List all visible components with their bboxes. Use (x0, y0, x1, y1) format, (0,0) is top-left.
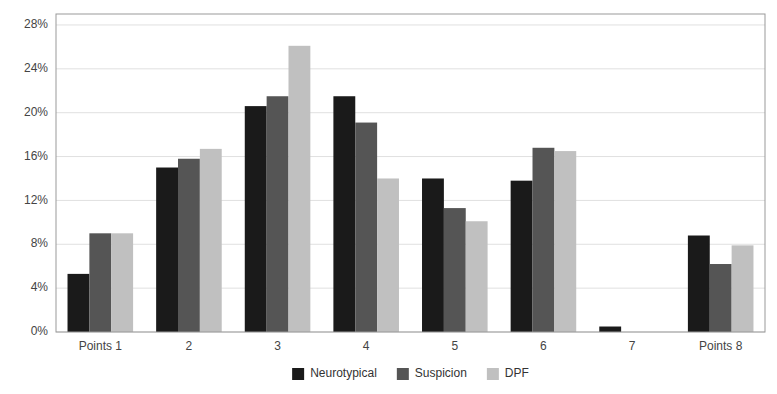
x-tick-label: 6 (540, 339, 547, 353)
grid (56, 25, 765, 332)
bar (444, 208, 466, 332)
x-tick-label: 5 (451, 339, 458, 353)
grid-line (56, 112, 765, 113)
bar (267, 96, 289, 332)
x-tick-label: 4 (363, 339, 370, 353)
x-tick-label: Points 8 (699, 339, 743, 353)
plot-frame (56, 14, 765, 332)
bar (355, 123, 377, 332)
grid-line (56, 156, 765, 157)
legend-swatch (487, 368, 499, 380)
bar (422, 178, 444, 332)
bar (333, 96, 355, 332)
x-tick-label: 7 (629, 339, 636, 353)
y-tick-label: 24% (24, 61, 48, 75)
bar (710, 264, 732, 332)
legend-label: Suspicion (415, 366, 467, 380)
bar (111, 233, 133, 332)
bar (466, 221, 488, 332)
bar (156, 168, 178, 332)
legend: Neurotypical Suspicion DPF (292, 366, 529, 380)
legend-swatch (397, 368, 409, 380)
y-tick-label: 8% (31, 236, 49, 250)
y-tick-label: 28% (24, 17, 48, 31)
y-tick-label: 16% (24, 149, 48, 163)
legend-swatch (292, 368, 304, 380)
bar (89, 233, 111, 332)
bar (554, 151, 576, 332)
bar (245, 106, 267, 332)
x-tick-label: 3 (274, 339, 281, 353)
chart: 0% 4% 8% 12% 16% 20% 24% 28% Points 1 2 3 4 5 6 7 Point… (0, 0, 777, 394)
x-tick-label: 2 (186, 339, 193, 353)
bar (732, 245, 754, 332)
x-tick-label: Points 1 (79, 339, 123, 353)
y-tick-label: 4% (31, 280, 49, 294)
bar (377, 178, 399, 332)
bar (599, 327, 621, 332)
bar (178, 159, 200, 332)
bar (688, 236, 710, 332)
legend-label: Neurotypical (310, 366, 377, 380)
grid-line (56, 24, 765, 25)
bar (511, 181, 533, 332)
y-tick-label: 12% (24, 193, 48, 207)
y-tick-label: 20% (24, 105, 48, 119)
bar (288, 46, 310, 332)
y-tick-label: 0% (31, 324, 49, 338)
bar (68, 274, 90, 332)
bar (533, 148, 555, 332)
bar (200, 149, 222, 332)
grid-line (56, 68, 765, 69)
legend-label: DPF (505, 366, 529, 380)
bars (68, 46, 754, 332)
